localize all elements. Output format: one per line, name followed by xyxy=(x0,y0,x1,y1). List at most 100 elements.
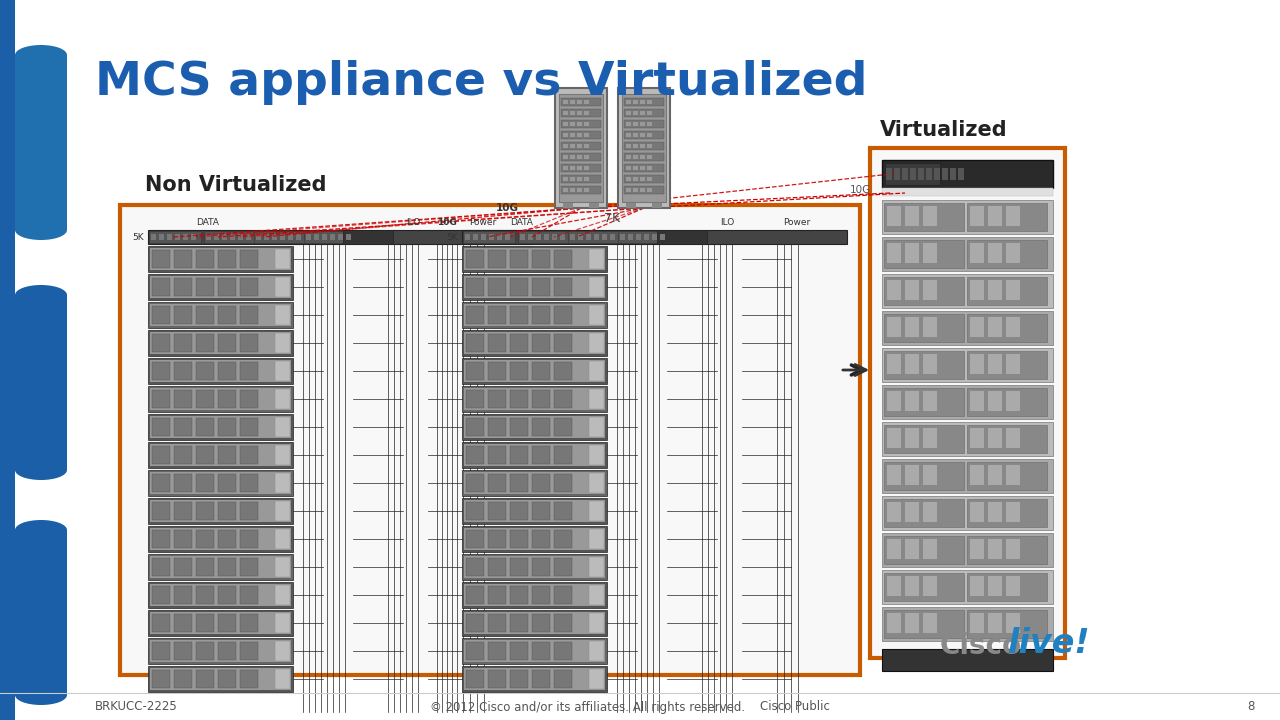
Bar xyxy=(218,614,236,632)
Bar xyxy=(563,144,568,148)
Bar xyxy=(509,418,529,436)
Text: © 2012 Cisco and/or its affiliates. All rights reserved.: © 2012 Cisco and/or its affiliates. All … xyxy=(430,701,745,714)
Bar xyxy=(554,250,572,268)
Bar xyxy=(887,391,901,411)
Bar xyxy=(465,444,605,466)
Bar xyxy=(466,250,484,268)
Bar xyxy=(150,416,291,438)
Bar xyxy=(174,670,192,688)
Bar xyxy=(570,122,575,126)
Bar xyxy=(554,614,572,632)
Bar xyxy=(152,530,170,548)
Bar xyxy=(589,529,604,549)
Bar xyxy=(970,502,984,522)
Bar xyxy=(882,237,1053,271)
Bar xyxy=(988,354,1002,374)
Bar xyxy=(625,175,664,183)
Bar xyxy=(577,111,582,115)
Bar xyxy=(152,670,170,688)
Bar xyxy=(466,670,484,688)
Bar xyxy=(966,388,1047,416)
Bar xyxy=(640,100,645,104)
Bar xyxy=(950,168,956,180)
Bar xyxy=(488,390,506,408)
Bar xyxy=(652,234,657,240)
Bar xyxy=(532,586,550,604)
Bar xyxy=(343,230,393,244)
Bar xyxy=(159,234,164,240)
Bar xyxy=(970,317,984,337)
Bar xyxy=(218,390,236,408)
Bar xyxy=(988,391,1002,411)
Bar xyxy=(196,474,214,492)
Bar xyxy=(536,234,541,240)
Bar xyxy=(634,133,637,137)
Ellipse shape xyxy=(15,285,67,305)
Bar xyxy=(465,234,470,240)
Bar xyxy=(970,280,984,300)
Bar xyxy=(893,168,900,180)
Bar xyxy=(640,177,645,181)
Bar xyxy=(634,166,637,170)
Bar xyxy=(561,142,602,150)
Bar xyxy=(640,166,645,170)
Bar xyxy=(465,248,605,270)
Bar xyxy=(275,277,291,297)
Text: 8: 8 xyxy=(1248,701,1254,714)
Bar xyxy=(577,166,582,170)
Bar xyxy=(151,234,156,240)
Bar xyxy=(0,0,15,720)
Bar xyxy=(241,670,259,688)
Bar xyxy=(218,306,236,324)
Bar xyxy=(577,188,582,192)
Bar xyxy=(887,354,901,374)
Bar xyxy=(275,669,291,689)
Bar xyxy=(462,330,607,356)
Bar xyxy=(554,670,572,688)
Bar xyxy=(196,502,214,520)
Bar xyxy=(488,530,506,548)
Bar xyxy=(152,446,170,464)
Bar xyxy=(509,306,529,324)
Bar xyxy=(520,234,525,240)
Bar xyxy=(465,472,605,494)
Bar xyxy=(509,586,529,604)
Bar xyxy=(646,111,652,115)
Bar xyxy=(488,446,506,464)
Bar xyxy=(462,582,607,608)
Bar xyxy=(273,234,276,240)
Bar xyxy=(923,576,937,596)
Bar xyxy=(509,278,529,296)
Bar xyxy=(148,526,293,552)
Bar xyxy=(509,642,529,660)
Bar xyxy=(882,649,1053,671)
Bar xyxy=(15,530,67,695)
Bar xyxy=(150,248,291,270)
Text: BRKUCC-2225: BRKUCC-2225 xyxy=(95,701,178,714)
Bar xyxy=(462,638,607,664)
Bar xyxy=(275,641,291,661)
Bar xyxy=(152,362,170,380)
Bar xyxy=(196,558,214,576)
Bar xyxy=(148,246,293,272)
Bar xyxy=(589,305,604,325)
Bar xyxy=(218,474,236,492)
Bar xyxy=(532,390,550,408)
Bar xyxy=(966,425,1047,453)
Bar xyxy=(148,231,201,243)
Bar xyxy=(563,203,573,208)
Bar xyxy=(488,334,506,352)
Bar xyxy=(589,333,604,353)
Bar xyxy=(532,642,550,660)
Bar xyxy=(884,462,964,490)
Bar xyxy=(150,444,291,466)
Bar xyxy=(905,317,919,337)
Bar xyxy=(275,305,291,325)
Bar xyxy=(466,558,484,576)
Bar xyxy=(174,418,192,436)
Bar xyxy=(988,465,1002,485)
Bar xyxy=(489,234,494,240)
Bar xyxy=(150,584,291,606)
Bar xyxy=(884,573,964,601)
Bar xyxy=(465,640,605,662)
